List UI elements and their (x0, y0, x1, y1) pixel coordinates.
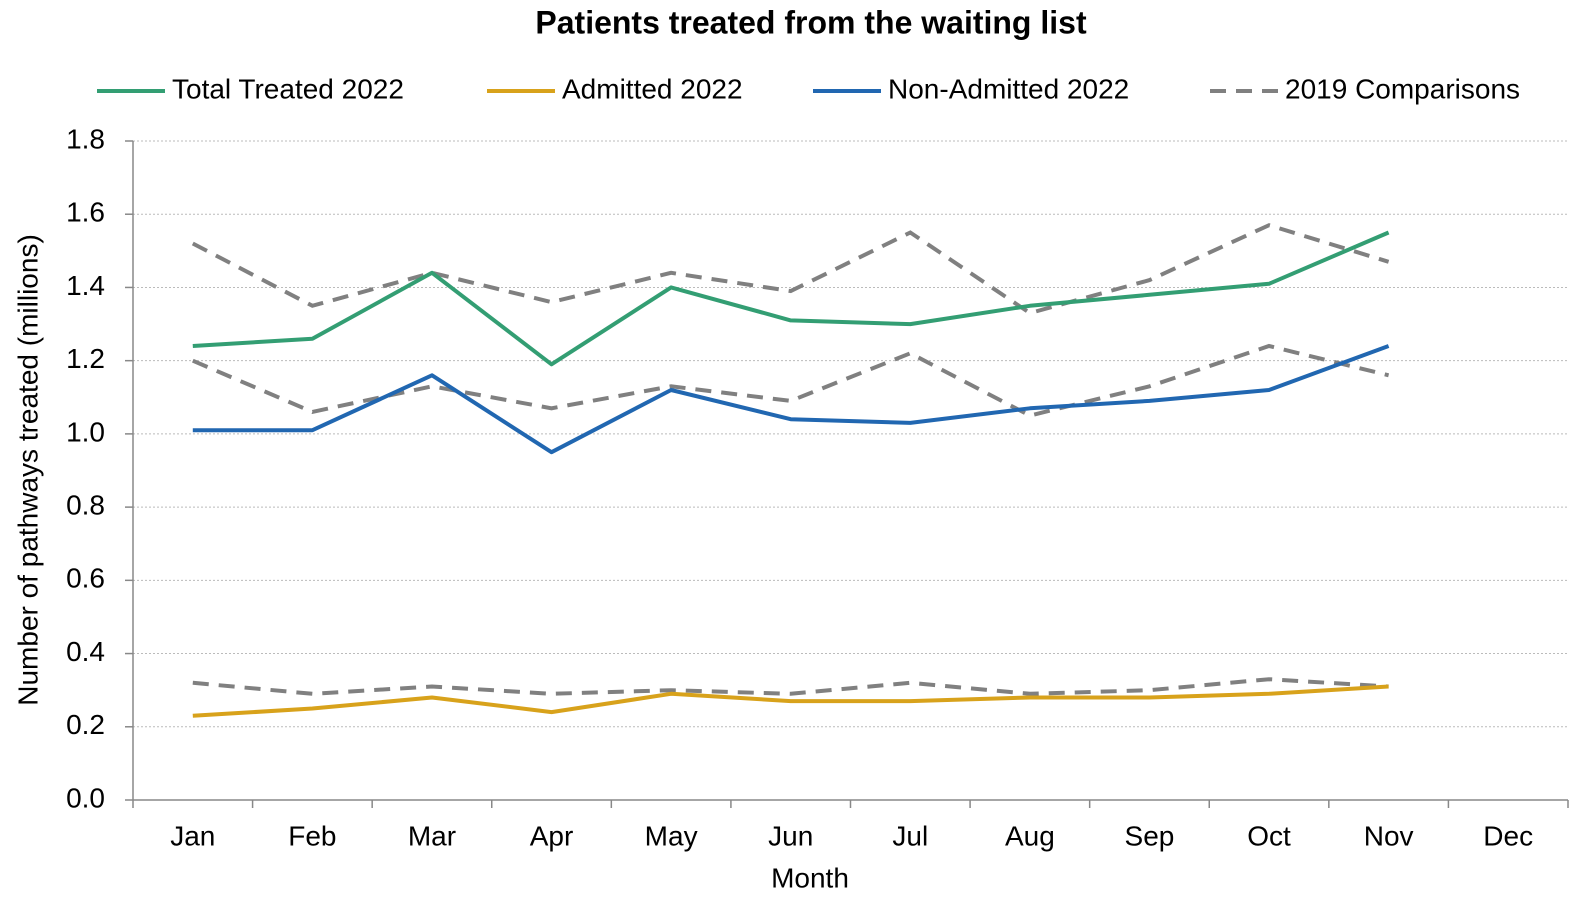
y-tick-label: 0.8 (66, 490, 105, 521)
y-tick-label: 0.4 (66, 636, 105, 667)
x-tick-label: Sep (1125, 820, 1175, 851)
y-tick-label: 1.2 (66, 343, 105, 374)
y-tick-label: 0.6 (66, 563, 105, 594)
x-tick-label: Jan (170, 820, 215, 851)
legend-label: Total Treated 2022 (172, 73, 404, 104)
x-tick-label: Oct (1247, 820, 1291, 851)
series-line (192, 684, 1389, 718)
y-tick-label: 0.0 (66, 782, 105, 813)
comparison-line (191, 223, 1390, 316)
y-tick-label: 0.2 (66, 709, 105, 740)
legend-label: 2019 Comparisons (1285, 73, 1520, 104)
series-line (192, 344, 1390, 455)
y-tick-label: 1.8 (66, 123, 105, 154)
y-tick-label: 1.6 (66, 197, 105, 228)
y-axis-label: Number of pathways treated (millions) (12, 234, 43, 706)
chart-title: Patients treated from the waiting list (535, 4, 1087, 40)
x-tick-label: Mar (408, 820, 456, 851)
x-tick-label: Aug (1005, 820, 1055, 851)
x-tick-label: Jun (768, 820, 813, 851)
y-tick-label: 1.4 (66, 270, 105, 301)
y-tick-label: 1.0 (66, 416, 105, 447)
x-tick-label: May (645, 820, 698, 851)
x-tick-label: Apr (530, 820, 574, 851)
x-tick-label: Nov (1364, 820, 1414, 851)
x-axis-label: Month (771, 862, 849, 893)
legend-label: Non-Admitted 2022 (888, 73, 1129, 104)
legend-label: Admitted 2022 (562, 73, 743, 104)
comparison-line (192, 677, 1389, 696)
series-line (192, 230, 1390, 367)
x-tick-label: Feb (288, 820, 336, 851)
x-tick-label: Dec (1483, 820, 1533, 851)
x-tick-label: Jul (892, 820, 928, 851)
comparison-line (192, 343, 1390, 418)
